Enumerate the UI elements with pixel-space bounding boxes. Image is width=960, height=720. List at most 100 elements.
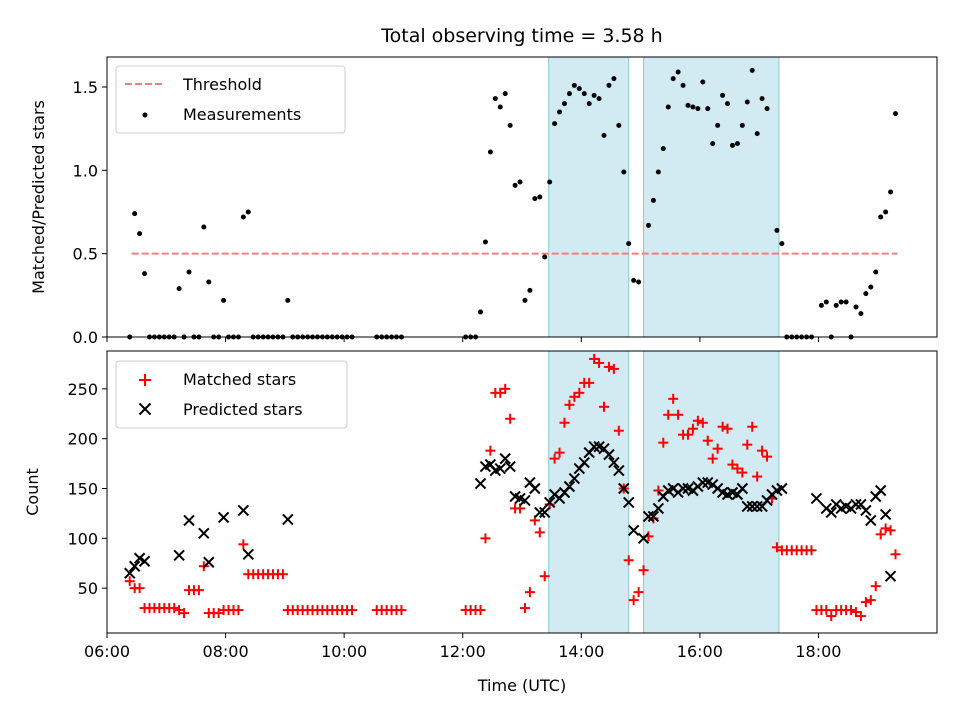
cross-stroke-b [637, 532, 650, 545]
matched-star-point [594, 357, 605, 368]
bottom-panel: 50 100 150 200 250 06:00 08:00 10:00 12:00 14:00… [23, 350, 938, 695]
matched-star-point [870, 581, 881, 592]
matched-star-point [712, 443, 723, 454]
y-tick-label: 0.0 [73, 328, 98, 347]
measurement-point [680, 82, 686, 88]
measurement-point [779, 241, 785, 247]
shaded-interval [548, 56, 630, 338]
cross-stroke-b [652, 502, 665, 515]
bottom-y-ticks: 50 100 150 200 250 [67, 380, 107, 598]
matched-star-point [658, 437, 669, 448]
predicted-star-point [741, 500, 753, 513]
predicted-star-point [519, 494, 531, 507]
cross-stroke-b [173, 549, 185, 561]
legend-plus-marker [139, 374, 151, 386]
x-tick-label: 12:00 [440, 642, 486, 661]
cross-stroke-b [736, 482, 749, 495]
y-tick-label: 1.5 [73, 78, 98, 97]
measurement-point [137, 231, 143, 237]
matched-star-point [702, 435, 713, 446]
measurement-point [873, 269, 879, 275]
matched-star-point [826, 611, 837, 622]
measurement-point [502, 91, 508, 97]
cross-stroke-b [593, 440, 605, 453]
predicted-star-point [578, 456, 590, 469]
measurement-point [863, 291, 869, 297]
matched-star-point [613, 425, 624, 436]
predicted-star-point [647, 510, 660, 523]
measurement-point [744, 99, 750, 105]
shaded-interval [548, 350, 630, 634]
measurement-point [823, 299, 829, 305]
matched-star-point [673, 409, 684, 420]
cross-stroke-b [879, 508, 892, 521]
measurement-point [527, 287, 533, 293]
matched-star-point [539, 571, 550, 582]
cross-stroke-b [203, 556, 215, 568]
measurement-point [838, 299, 844, 305]
matched-star-point [603, 361, 614, 372]
measurement-point [492, 96, 498, 102]
cross-stroke-b [494, 462, 506, 475]
predicted-star-point [568, 472, 581, 485]
predicted-star-point [865, 514, 877, 527]
measurement-point [690, 104, 696, 110]
top-y-ticks: 0.0 0.5 1.0 1.5 [73, 78, 107, 347]
measurement-point [700, 79, 706, 85]
matched-star-point [668, 393, 679, 404]
measurement-point [858, 311, 864, 317]
measurement-point [596, 96, 602, 102]
cross-stroke-b [484, 458, 497, 471]
predicted-star-point [534, 506, 546, 519]
predicted-star-point [879, 508, 892, 521]
measurement-point [853, 304, 859, 310]
matched-star-point [821, 605, 832, 616]
matched-star-point [524, 587, 535, 598]
measurement-point [591, 92, 597, 98]
measurement-point [487, 149, 493, 155]
matched-star-point [599, 401, 610, 412]
y-tick-label: 250 [67, 380, 98, 399]
measurement-point [715, 122, 721, 128]
x-axis-label: Time (UTC) [477, 676, 566, 695]
matched-star-point [396, 605, 407, 616]
chart-title: Total observing time = 3.58 h [380, 25, 662, 47]
measurement-point [512, 182, 518, 188]
measurement-point [655, 169, 661, 175]
measurements-legend-swatch [142, 112, 148, 118]
measurement-point [616, 122, 622, 128]
matched-star-point [485, 445, 496, 456]
matched-star-point [806, 545, 817, 556]
cross-stroke-b [776, 482, 788, 495]
matched-star-point [169, 603, 180, 614]
predicted-star-point [124, 567, 136, 579]
bottom-x-ticks: 06:00 08:00 10:00 12:00 14:00 16:00 18:00 [84, 633, 841, 661]
predicted-star-point [588, 440, 600, 453]
matched-star-point [683, 429, 693, 440]
legend-entry-matched: Matched stars [183, 370, 296, 389]
cross-stroke-b [504, 460, 516, 473]
predicted-star-point [884, 570, 897, 582]
predicted-star-point [825, 506, 837, 519]
matched-star-point [277, 569, 288, 580]
y-tick-label: 100 [67, 529, 98, 548]
matched-star-point [559, 417, 570, 428]
y-tick-label: 50 [78, 579, 98, 598]
cross-stroke-b [242, 548, 255, 560]
cross-stroke-b [543, 496, 556, 509]
predicted-star-point [613, 464, 625, 477]
measurement-point [705, 106, 711, 112]
predicted-star-point [203, 556, 215, 568]
matched-star-point [890, 549, 901, 560]
shaded-interval [643, 350, 780, 634]
top-x-tick-marks [106, 337, 819, 342]
cross-stroke-b [198, 527, 210, 540]
predicted-star-point [627, 524, 640, 537]
matched-star-point [574, 387, 585, 398]
measurement-point [176, 286, 182, 292]
x-tick-label: 06:00 [84, 642, 130, 661]
bottom-axes-frame [106, 350, 938, 634]
matched-star-point [233, 605, 244, 616]
matched-star-point [500, 383, 511, 394]
